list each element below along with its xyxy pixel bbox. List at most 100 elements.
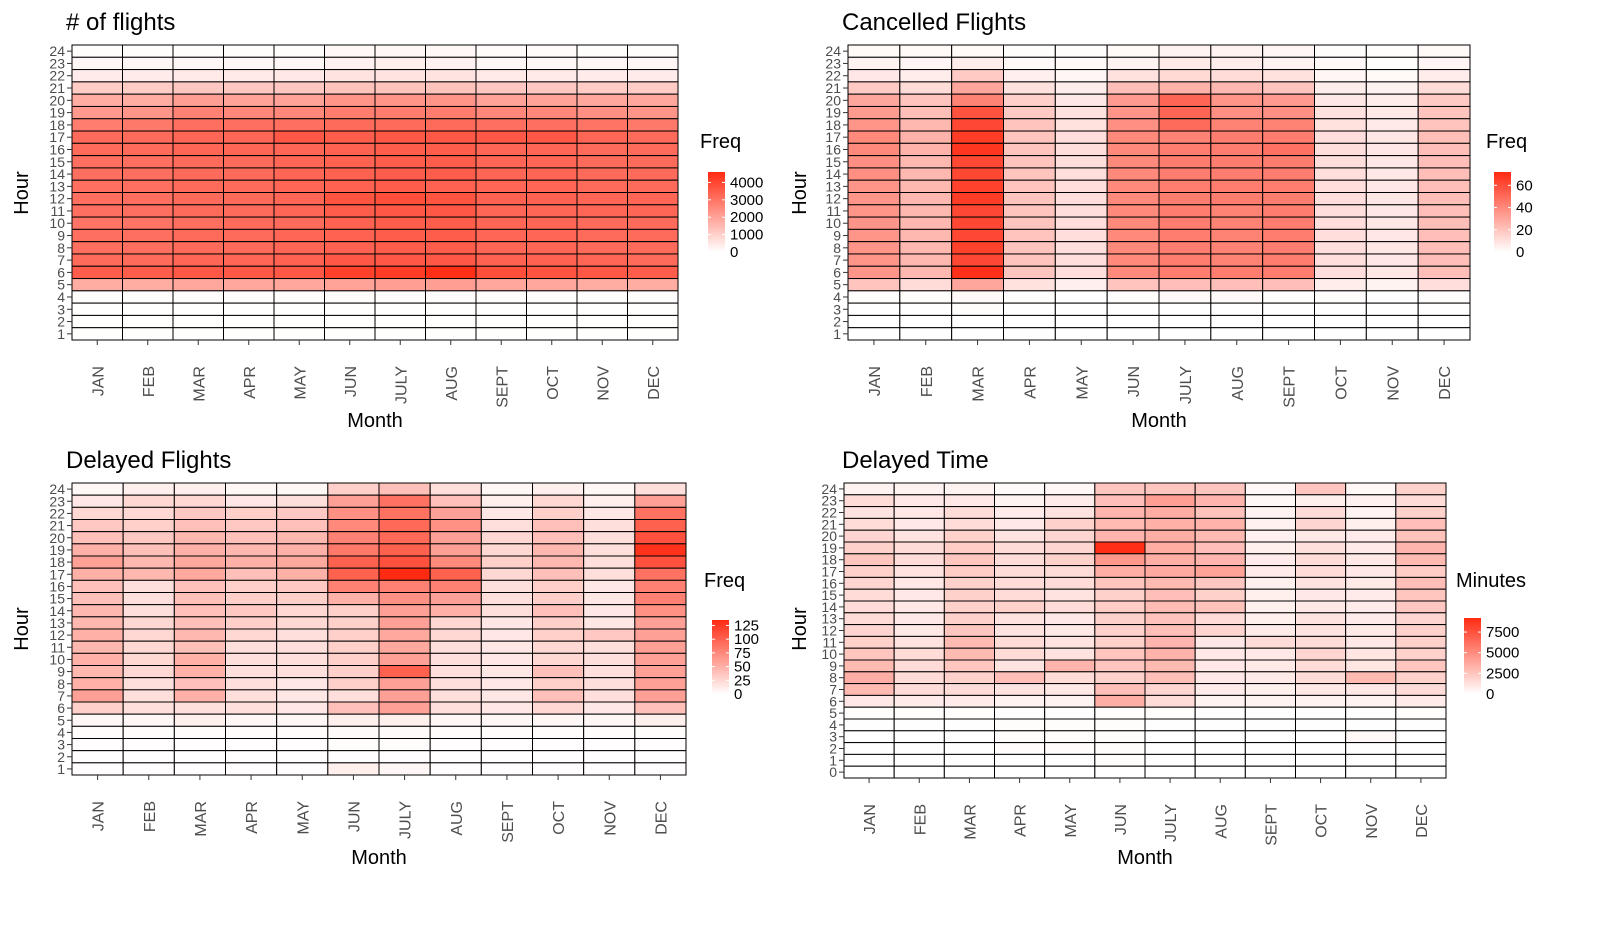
heatmap-cell <box>1365 81 1419 95</box>
heatmap-cell <box>122 579 175 594</box>
heatmap-cell <box>843 694 895 708</box>
heatmap-cell <box>173 713 226 727</box>
y-tick-label: 12 <box>49 627 65 643</box>
heatmap-cell <box>71 555 124 569</box>
heatmap-cell <box>1144 706 1196 720</box>
heatmap-cell <box>324 228 376 243</box>
heatmap-cell <box>1314 142 1367 157</box>
heatmap-cell <box>1144 659 1196 673</box>
heatmap-cell <box>71 105 123 120</box>
y-tick-label: 12 <box>821 623 837 639</box>
heatmap-cell <box>378 665 431 679</box>
heatmap-cell <box>1194 659 1246 673</box>
heatmap-cell <box>899 314 953 329</box>
heatmap-cell <box>122 677 175 691</box>
heatmap-cell <box>1345 600 1397 614</box>
heatmap-cell <box>583 543 636 557</box>
heatmap-cell <box>1144 753 1196 767</box>
heatmap-cell <box>576 130 628 144</box>
heatmap-cell <box>583 665 636 679</box>
heatmap-cell <box>526 69 578 83</box>
y-tick-label: 10 <box>49 651 65 667</box>
heatmap-cell <box>480 652 533 667</box>
heatmap-cell <box>374 130 426 144</box>
heatmap-cell <box>1054 278 1108 292</box>
heatmap-cell <box>225 762 278 776</box>
heatmap-cell <box>173 592 226 606</box>
heatmap-cell <box>172 253 224 267</box>
heatmap-cell <box>1244 647 1296 661</box>
heatmap-cell <box>1262 192 1316 206</box>
heatmap-cell <box>1194 671 1246 685</box>
heatmap-cell <box>122 506 175 520</box>
heatmap-cell <box>276 543 329 557</box>
heatmap-cell <box>475 81 527 95</box>
heatmap-cell <box>276 677 329 691</box>
heatmap-cell <box>374 167 426 181</box>
heatmap-cell <box>378 677 431 691</box>
heatmap-cell <box>480 713 533 727</box>
y-tick-label: 19 <box>49 542 65 558</box>
heatmap-cell <box>1194 612 1246 626</box>
heatmap-cell <box>951 44 1004 58</box>
heatmap-cell <box>893 588 945 602</box>
heatmap-cell <box>273 241 325 255</box>
heatmap-cell <box>172 118 224 132</box>
heatmap-cell <box>1262 265 1316 280</box>
heatmap-cell <box>994 706 1046 720</box>
x-tick-label: SEPT <box>494 366 511 408</box>
heatmap-cell <box>526 241 578 255</box>
heatmap-cell <box>943 742 996 755</box>
heatmap-cell <box>173 762 226 776</box>
heatmap-cell <box>1417 241 1471 255</box>
heatmap-cell <box>899 265 953 280</box>
heatmap-cell <box>951 253 1004 267</box>
legend-colorbar <box>1464 618 1481 694</box>
heatmap-cell <box>122 738 175 752</box>
heatmap-cell <box>122 81 174 95</box>
heatmap-cell <box>172 93 224 107</box>
heatmap-cell <box>172 155 224 169</box>
heatmap-cell <box>374 81 426 95</box>
heatmap-cell <box>1295 553 1347 567</box>
x-tick-label: JULY <box>398 801 415 839</box>
heatmap-cell <box>899 216 953 230</box>
x-tick-label: APR <box>1013 804 1030 837</box>
heatmap-cell <box>899 241 953 255</box>
heatmap-cell <box>480 750 533 764</box>
heatmap-cell <box>532 494 585 508</box>
heatmap-cell <box>899 278 953 292</box>
legend-tick-label: 40 <box>1516 200 1533 217</box>
heatmap-cell <box>122 762 175 776</box>
heatmap-cell <box>1094 506 1146 519</box>
heatmap-cell <box>1044 730 1096 744</box>
heatmap-cell <box>71 579 124 594</box>
heatmap-cell <box>1144 600 1196 614</box>
heatmap-cell <box>1244 482 1296 496</box>
heatmap-cell <box>532 628 585 642</box>
heatmap-cell <box>225 519 278 533</box>
heatmap-cell <box>1003 155 1056 169</box>
heatmap-cell <box>943 647 996 661</box>
heatmap-cell <box>1417 253 1471 267</box>
y-tick-label: 14 <box>821 599 837 615</box>
x-tick-label: AUG <box>449 801 466 836</box>
y-tick-label: 23 <box>821 493 837 509</box>
legend-tick-label: 0 <box>1516 244 1524 261</box>
heatmap-cell <box>951 204 1004 218</box>
heatmap-cell <box>1314 216 1367 230</box>
heatmap-cell <box>1144 671 1196 685</box>
heatmap-cell <box>1144 612 1196 626</box>
heatmap-cell <box>1210 314 1264 329</box>
heatmap-cell <box>1094 765 1146 779</box>
heatmap-cell <box>1210 216 1264 230</box>
y-tick-label: 12 <box>825 191 841 207</box>
heatmap-cell <box>475 290 527 304</box>
legend-tick-label: 50 <box>734 659 751 676</box>
heatmap-cell <box>634 701 687 715</box>
x-tick-label: JAN <box>862 804 879 834</box>
heatmap-cell <box>429 506 482 520</box>
heatmap-cell <box>526 167 578 181</box>
x-tick-label: MAY <box>295 801 312 835</box>
heatmap-cell <box>583 579 636 594</box>
